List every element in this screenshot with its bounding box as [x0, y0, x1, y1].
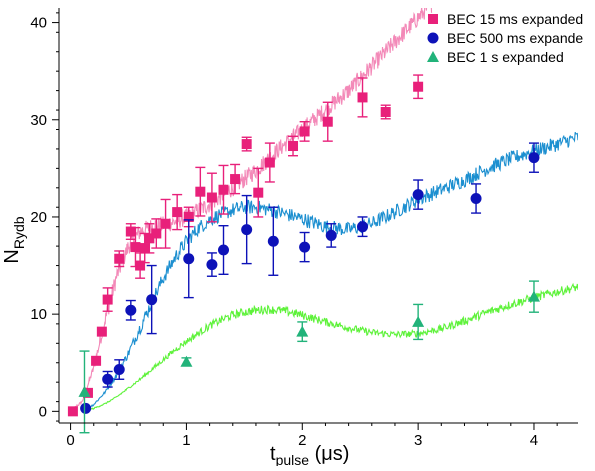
y-tick-label: 30: [30, 112, 47, 129]
data-point: [139, 243, 150, 254]
data-point: [412, 189, 424, 201]
data-point: [172, 207, 183, 218]
data-point: [180, 355, 193, 367]
legend-marker-square: [428, 14, 438, 24]
data-point: [528, 152, 540, 164]
fit-line-2: [81, 131, 578, 413]
x-tick-label: 2: [298, 432, 306, 449]
data-point: [125, 304, 137, 316]
data-point: [67, 406, 78, 417]
data-point: [241, 139, 252, 150]
data-point: [357, 92, 368, 103]
data-point: [253, 187, 264, 198]
x-tick-label: 0: [66, 432, 74, 449]
x-tick-label: 4: [530, 432, 538, 449]
data-point: [218, 184, 229, 195]
data-point: [413, 81, 424, 92]
data-point: [267, 235, 279, 247]
data-point: [296, 325, 309, 337]
x-axis-label: tpulse (μs): [270, 443, 349, 466]
data-point: [195, 186, 206, 197]
y-axis-label: NRydb: [1, 216, 27, 263]
data-point: [325, 229, 337, 241]
data-point: [412, 315, 425, 327]
data-points: [67, 74, 540, 434]
data-point: [113, 364, 125, 376]
data-point: [146, 294, 158, 306]
data-point: [96, 326, 107, 337]
data-point: [114, 253, 125, 264]
data-point: [80, 402, 92, 414]
legend: BEC 15 ms expanded BEC 500 ms expande BEC …: [427, 11, 583, 65]
data-point: [380, 106, 391, 117]
data-point: [183, 211, 194, 222]
data-point: [230, 174, 241, 185]
legend-label: BEC 1 s expanded: [447, 49, 564, 65]
legend-label: BEC 15 ms expanded: [447, 11, 583, 27]
legend-marker-triangle: [427, 51, 439, 62]
data-point: [470, 192, 482, 204]
data-point: [160, 218, 171, 229]
axes: 0 10 20 30 40 0 1 2 3 4: [30, 8, 578, 449]
legend-label: BEC 500 ms expande: [447, 30, 583, 46]
data-point: [144, 233, 155, 244]
data-point: [183, 253, 195, 265]
y-tick-label: 20: [30, 209, 47, 226]
data-point: [91, 355, 102, 366]
data-point: [135, 260, 146, 271]
data-point: [206, 192, 217, 203]
data-point: [102, 373, 114, 385]
fit-line-3: [82, 282, 578, 412]
data-point: [102, 294, 113, 305]
data-point: [527, 290, 540, 302]
data-point: [322, 116, 333, 127]
data-point: [206, 259, 218, 271]
data-point: [241, 224, 253, 236]
data-point: [218, 244, 230, 256]
data-point: [299, 126, 310, 137]
data-point: [130, 242, 141, 253]
data-point: [264, 157, 275, 168]
data-point: [151, 228, 162, 239]
x-tick-label: 3: [414, 432, 422, 449]
data-point: [125, 226, 136, 237]
data-point: [288, 141, 299, 152]
data-point: [299, 241, 311, 253]
y-tick-label: 40: [30, 15, 47, 32]
y-tick-label: 0: [39, 403, 47, 420]
x-tick-label: 1: [182, 432, 190, 449]
legend-marker-circle: [427, 32, 439, 44]
data-point: [78, 385, 91, 397]
y-tick-label: 10: [30, 306, 47, 323]
data-point: [357, 221, 369, 233]
